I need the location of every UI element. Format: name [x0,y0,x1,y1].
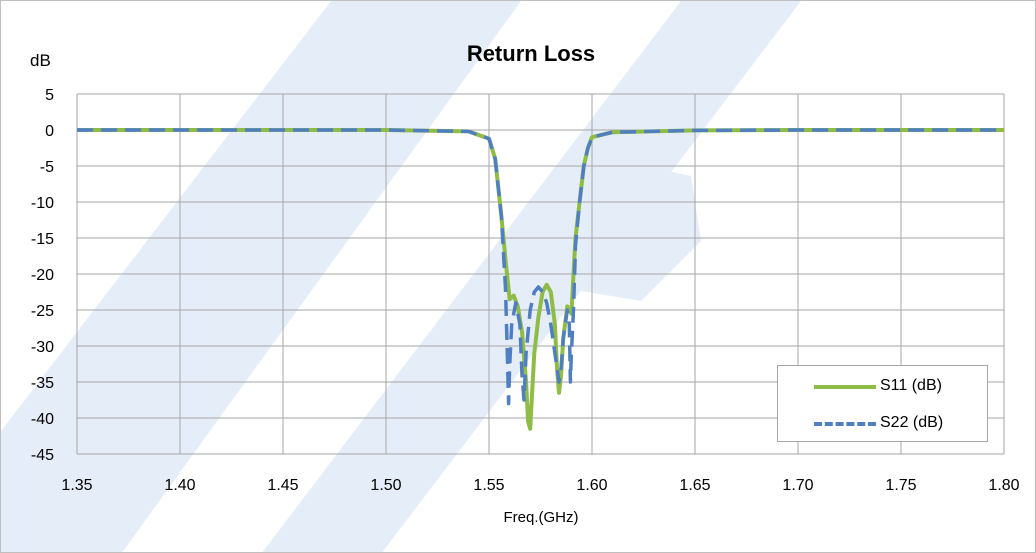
y-tick-label: -40 [31,411,54,428]
x-tick-label: 1.65 [679,477,710,494]
y-tick-label: -35 [31,375,54,392]
x-tick-label: 1.80 [988,477,1019,494]
x-tick-label: 1.70 [782,477,813,494]
x-tick-label: 1.45 [267,477,298,494]
chart-title: Return Loss [466,41,596,66]
y-tick-label: -15 [31,231,54,248]
y-axis-unit: dB [30,51,51,70]
legend-label-s11: S11 (dB) [880,377,942,394]
series-lines [77,128,1004,431]
legend-label-s22: S22 (dB) [880,414,944,431]
legend-item-s22: S22 (dB) [778,412,987,436]
y-tick-label: 5 [45,87,54,104]
y-tick-labels: 5 0 -5 -10 -15 -20 -25 -30 -35 -40 -45 [31,87,54,464]
x-tick-label: 1.35 [61,477,92,494]
legend-item-s11: S11 (dB) [778,375,987,399]
x-tick-label: 1.50 [370,477,401,494]
x-tick-label: 1.55 [473,477,504,494]
x-tick-labels: 1.35 1.40 1.45 1.50 1.55 1.60 1.65 1.70 1.75 1.80 [61,477,1019,494]
series-s22-line [77,128,1004,406]
y-tick-label: -45 [31,447,54,464]
y-tick-label: 0 [45,123,54,140]
y-tick-label: -5 [40,159,54,176]
legend: S11 (dB) S22 (dB) [777,365,988,442]
y-tick-label: -10 [31,195,54,212]
y-tick-label: -30 [31,339,54,356]
x-axis-label: Freq.(GHz) [503,509,579,526]
y-tick-label: -25 [31,303,54,320]
x-tick-label: 1.60 [576,477,607,494]
x-tick-label: 1.75 [885,477,916,494]
legend-swatch-s22 [814,422,876,426]
y-tick-label: -20 [31,267,54,284]
x-tick-label: 1.40 [164,477,195,494]
legend-swatch-s11 [814,385,876,389]
